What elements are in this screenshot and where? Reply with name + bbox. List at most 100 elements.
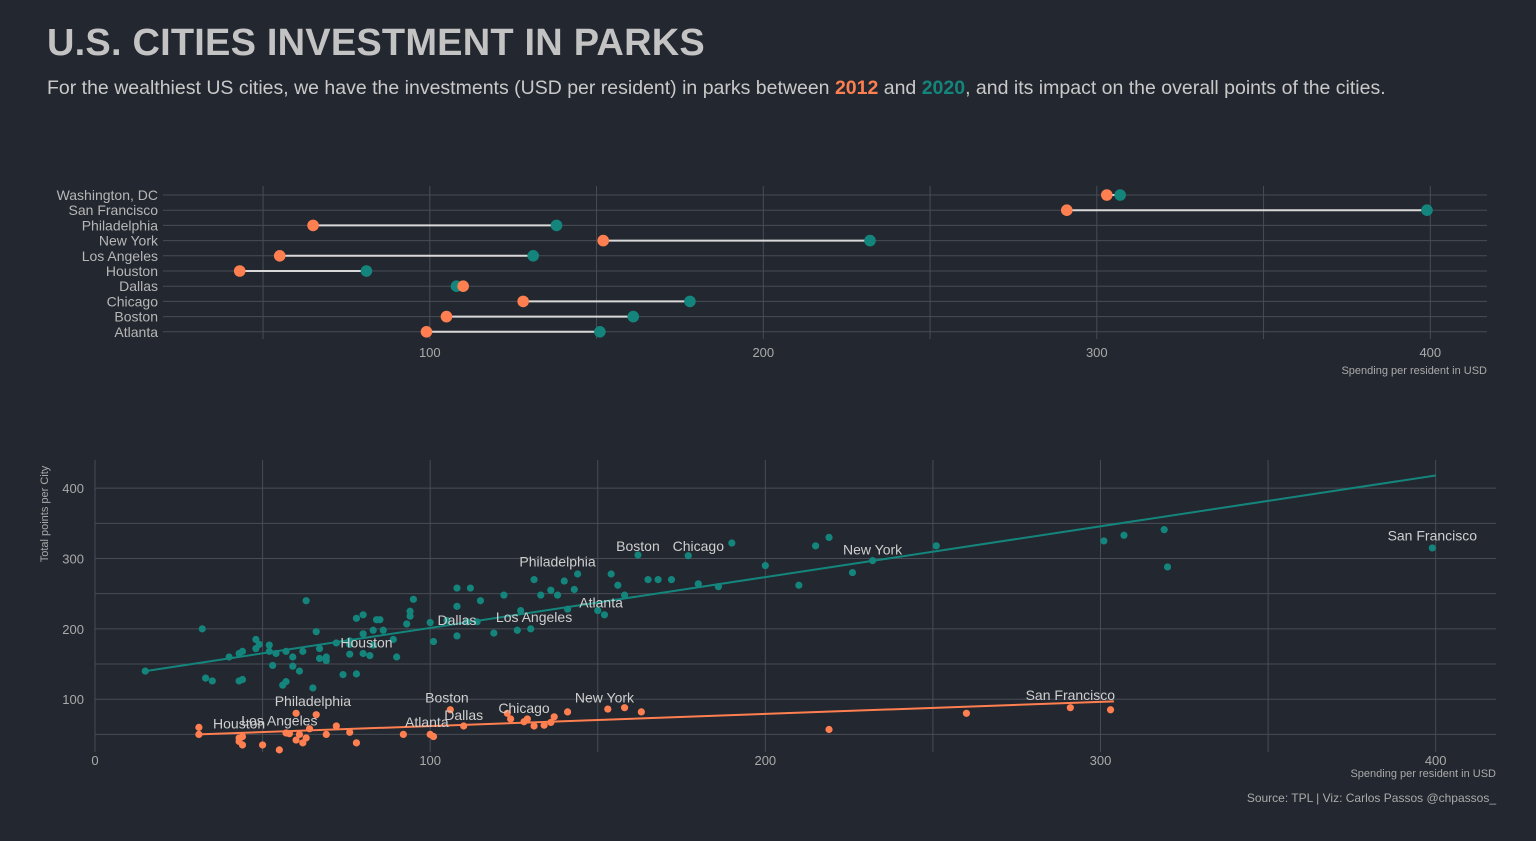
scatter-point-2012-28 xyxy=(520,718,528,726)
scatter-point-2020-76 xyxy=(600,611,609,619)
scatter-point-2020-42 xyxy=(369,641,377,649)
dumbbell-point-2012-los-angeles xyxy=(273,250,286,262)
dumbbell-x-axis-title: Spending per resident in USD xyxy=(1341,365,1487,377)
scatter-label-2020-chicago: Chicago xyxy=(673,538,725,554)
scatter-point-2020-92 xyxy=(848,568,857,577)
scatter-point-2020-63 xyxy=(500,591,508,599)
scatter-point-2020-19 xyxy=(289,653,297,661)
scatter-point-2020-23 xyxy=(302,597,310,605)
scatter-point-2012-35 xyxy=(604,705,612,713)
page-title: U.S. CITIES INVESTMENT IN PARKS xyxy=(47,22,705,64)
scatter-point-2020-46 xyxy=(389,635,397,644)
scatter-point-2020-28 xyxy=(322,653,330,661)
dumbbell-point-2012-dallas xyxy=(457,280,469,293)
scatter-point-2012-16 xyxy=(312,711,320,719)
scatter-label-2020-philadelphia: Philadelphia xyxy=(519,553,595,569)
scatter-y-tick-200: 200 xyxy=(62,622,84,637)
dumbbell-category-label-atlanta: Atlanta xyxy=(114,324,158,340)
dumbbell-point-2012-new-york xyxy=(597,234,610,247)
scatter-point-2012-5 xyxy=(238,732,247,741)
scatter-x-tick-300: 300 xyxy=(1090,753,1112,768)
scatter-point-2020-84 xyxy=(684,552,692,560)
scatter-y-axis-title: Total points per City xyxy=(39,465,51,562)
scatter-label-2020-boston: Boston xyxy=(616,538,660,554)
scatter-point-2020-30 xyxy=(332,639,340,647)
dumbbell-point-2020-san-francisco xyxy=(1421,204,1433,216)
dumbbell-category-label-chicago: Chicago xyxy=(107,293,159,309)
scatter-gridlines xyxy=(94,460,1496,752)
scatter-point-2020-53 xyxy=(429,637,438,646)
scatter-point-2020-97 xyxy=(1160,526,1168,534)
scatter-point-2020-45 xyxy=(379,626,387,634)
subtitle-text-before: For the wealthiest US cities, we have th… xyxy=(47,77,835,99)
scatter-point-2012-39 xyxy=(962,709,971,717)
dumbbell-category-label-houston: Houston xyxy=(106,263,158,279)
scatter-point-2020-65 xyxy=(517,606,525,615)
scatter-point-2020-90 xyxy=(812,542,820,550)
scatter-point-2012-3 xyxy=(235,734,243,742)
scatter-point-2012-15 xyxy=(305,725,314,733)
scatter-label-2012-atlanta: Atlanta xyxy=(405,714,449,730)
scatter-point-2012-7 xyxy=(275,746,283,754)
scatter-point-2020-31 xyxy=(339,671,347,679)
scatter-point-2020-3 xyxy=(208,677,216,685)
scatter-point-2020-61 xyxy=(476,597,485,605)
scatter-point-2020-4 xyxy=(225,653,233,661)
scatter-x-tick-400: 400 xyxy=(1425,753,1447,768)
scatter-label-2012-philadelphia: Philadelphia xyxy=(275,693,351,709)
dumbbell-point-2012-chicago xyxy=(517,295,529,308)
scatter-point-2012-23 xyxy=(429,732,438,741)
scatter-point-2012-32 xyxy=(547,718,555,727)
dumbbell-x-tick-300: 300 xyxy=(1086,345,1108,360)
scatter-x-tick-100: 100 xyxy=(419,753,441,768)
scatter-point-2020-33 xyxy=(346,640,354,648)
scatter-point-2012-14 xyxy=(302,734,310,742)
scatter-point-2020-52 xyxy=(426,618,434,627)
scatter-point-2020-56 xyxy=(453,602,461,610)
scatter-point-2012-11 xyxy=(292,709,300,717)
scatter-point-2012-40 xyxy=(1066,704,1074,712)
dumbbell-category-label-new-york: New York xyxy=(99,233,159,249)
scatter-point-2020-86 xyxy=(714,583,723,591)
scatter-point-2020-21 xyxy=(295,667,304,675)
scatter-label-2020-dallas: Dallas xyxy=(438,612,477,628)
scatter-point-2020-29 xyxy=(322,656,330,665)
scatter-point-2020-8 xyxy=(238,647,247,655)
dumbbell-point-2020-houston xyxy=(360,265,373,277)
dumbbell-segments xyxy=(239,194,1427,333)
scatter-point-2020-62 xyxy=(490,629,498,637)
scatter-point-2020-44 xyxy=(376,616,384,624)
scatter-label-2012-houston: Houston xyxy=(213,715,265,731)
scatter-point-2020-82 xyxy=(654,576,662,584)
scatter-point-2020-50 xyxy=(406,607,414,615)
dumbbell-point-2020-washington-dc xyxy=(1114,189,1126,201)
dumbbell-x-tick-labels: 100 200 300 400 xyxy=(419,345,1441,360)
scatter-point-2020-37 xyxy=(359,611,367,619)
dumbbell-point-2020-new-york xyxy=(864,234,876,247)
scatter-point-2020-18 xyxy=(282,647,290,655)
scatter-point-2020-2 xyxy=(202,674,210,682)
scatter-point-2020-75 xyxy=(594,606,602,615)
scatter-point-2012-33 xyxy=(550,713,558,721)
scatter-point-2020-70 xyxy=(553,591,562,599)
scatter-point-2020-81 xyxy=(644,576,652,584)
scatter-point-2020-41 xyxy=(369,626,377,634)
scatter-point-2020-27 xyxy=(315,644,324,653)
scatter-point-2020-79 xyxy=(620,591,629,599)
scatter-point-2020-95 xyxy=(1100,537,1108,545)
dumbbell-category-label-dallas: Dallas xyxy=(119,278,158,294)
dumbbell-point-2012-philadelphia xyxy=(307,219,319,232)
dumbbell-category-label-los-angeles: Los Angeles xyxy=(82,248,158,264)
scatter-tick-labels: 0 100 200 300 400 100 200 300 400 xyxy=(62,481,1446,768)
scatter-y-tick-100: 100 xyxy=(62,692,84,707)
scatter-point-2020-11 xyxy=(255,640,263,648)
scatter-point-2020-14 xyxy=(269,661,277,670)
scatter-point-2020-25 xyxy=(312,628,320,636)
scatter-point-2020-22 xyxy=(299,647,307,655)
scatter-point-2020-9 xyxy=(252,644,260,653)
scatter-point-2012-17 xyxy=(322,730,330,739)
scatter-point-2012-27 xyxy=(507,715,515,723)
scatter-point-2020-88 xyxy=(761,561,769,570)
scatter-x-axis-title: Spending per resident in USD xyxy=(1350,768,1496,780)
scatter-point-2020-78 xyxy=(614,581,622,589)
